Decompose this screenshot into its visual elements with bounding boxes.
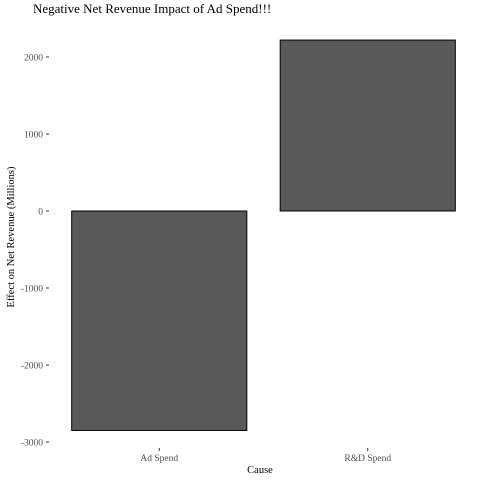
bar-r-d-spend [279, 39, 456, 212]
y-tick-label: 2000 [24, 54, 43, 64]
y-tick-label: -3000 [21, 439, 43, 449]
y-axis: 2000 1000 0 -1000 -2000 -3000 [21, 54, 49, 449]
x-axis-label: Cause [247, 465, 273, 476]
y-tick-label: -2000 [21, 362, 43, 372]
y-tick-label: 0 [38, 208, 43, 218]
chart-title: Negative Net Revenue Impact of Ad Spend!… [33, 1, 271, 16]
x-axis: Ad Spend R&D Spend [140, 448, 391, 464]
bars-group [71, 39, 456, 431]
y-axis-label: Effect on Net Revenue (Millions) [6, 166, 17, 307]
x-tick-label: Ad Spend [140, 454, 178, 464]
y-tick-label: -1000 [21, 285, 43, 295]
y-tick-label: 1000 [24, 131, 43, 141]
x-tick-label: R&D Spend [344, 454, 391, 464]
bar-ad-spend [71, 210, 248, 431]
